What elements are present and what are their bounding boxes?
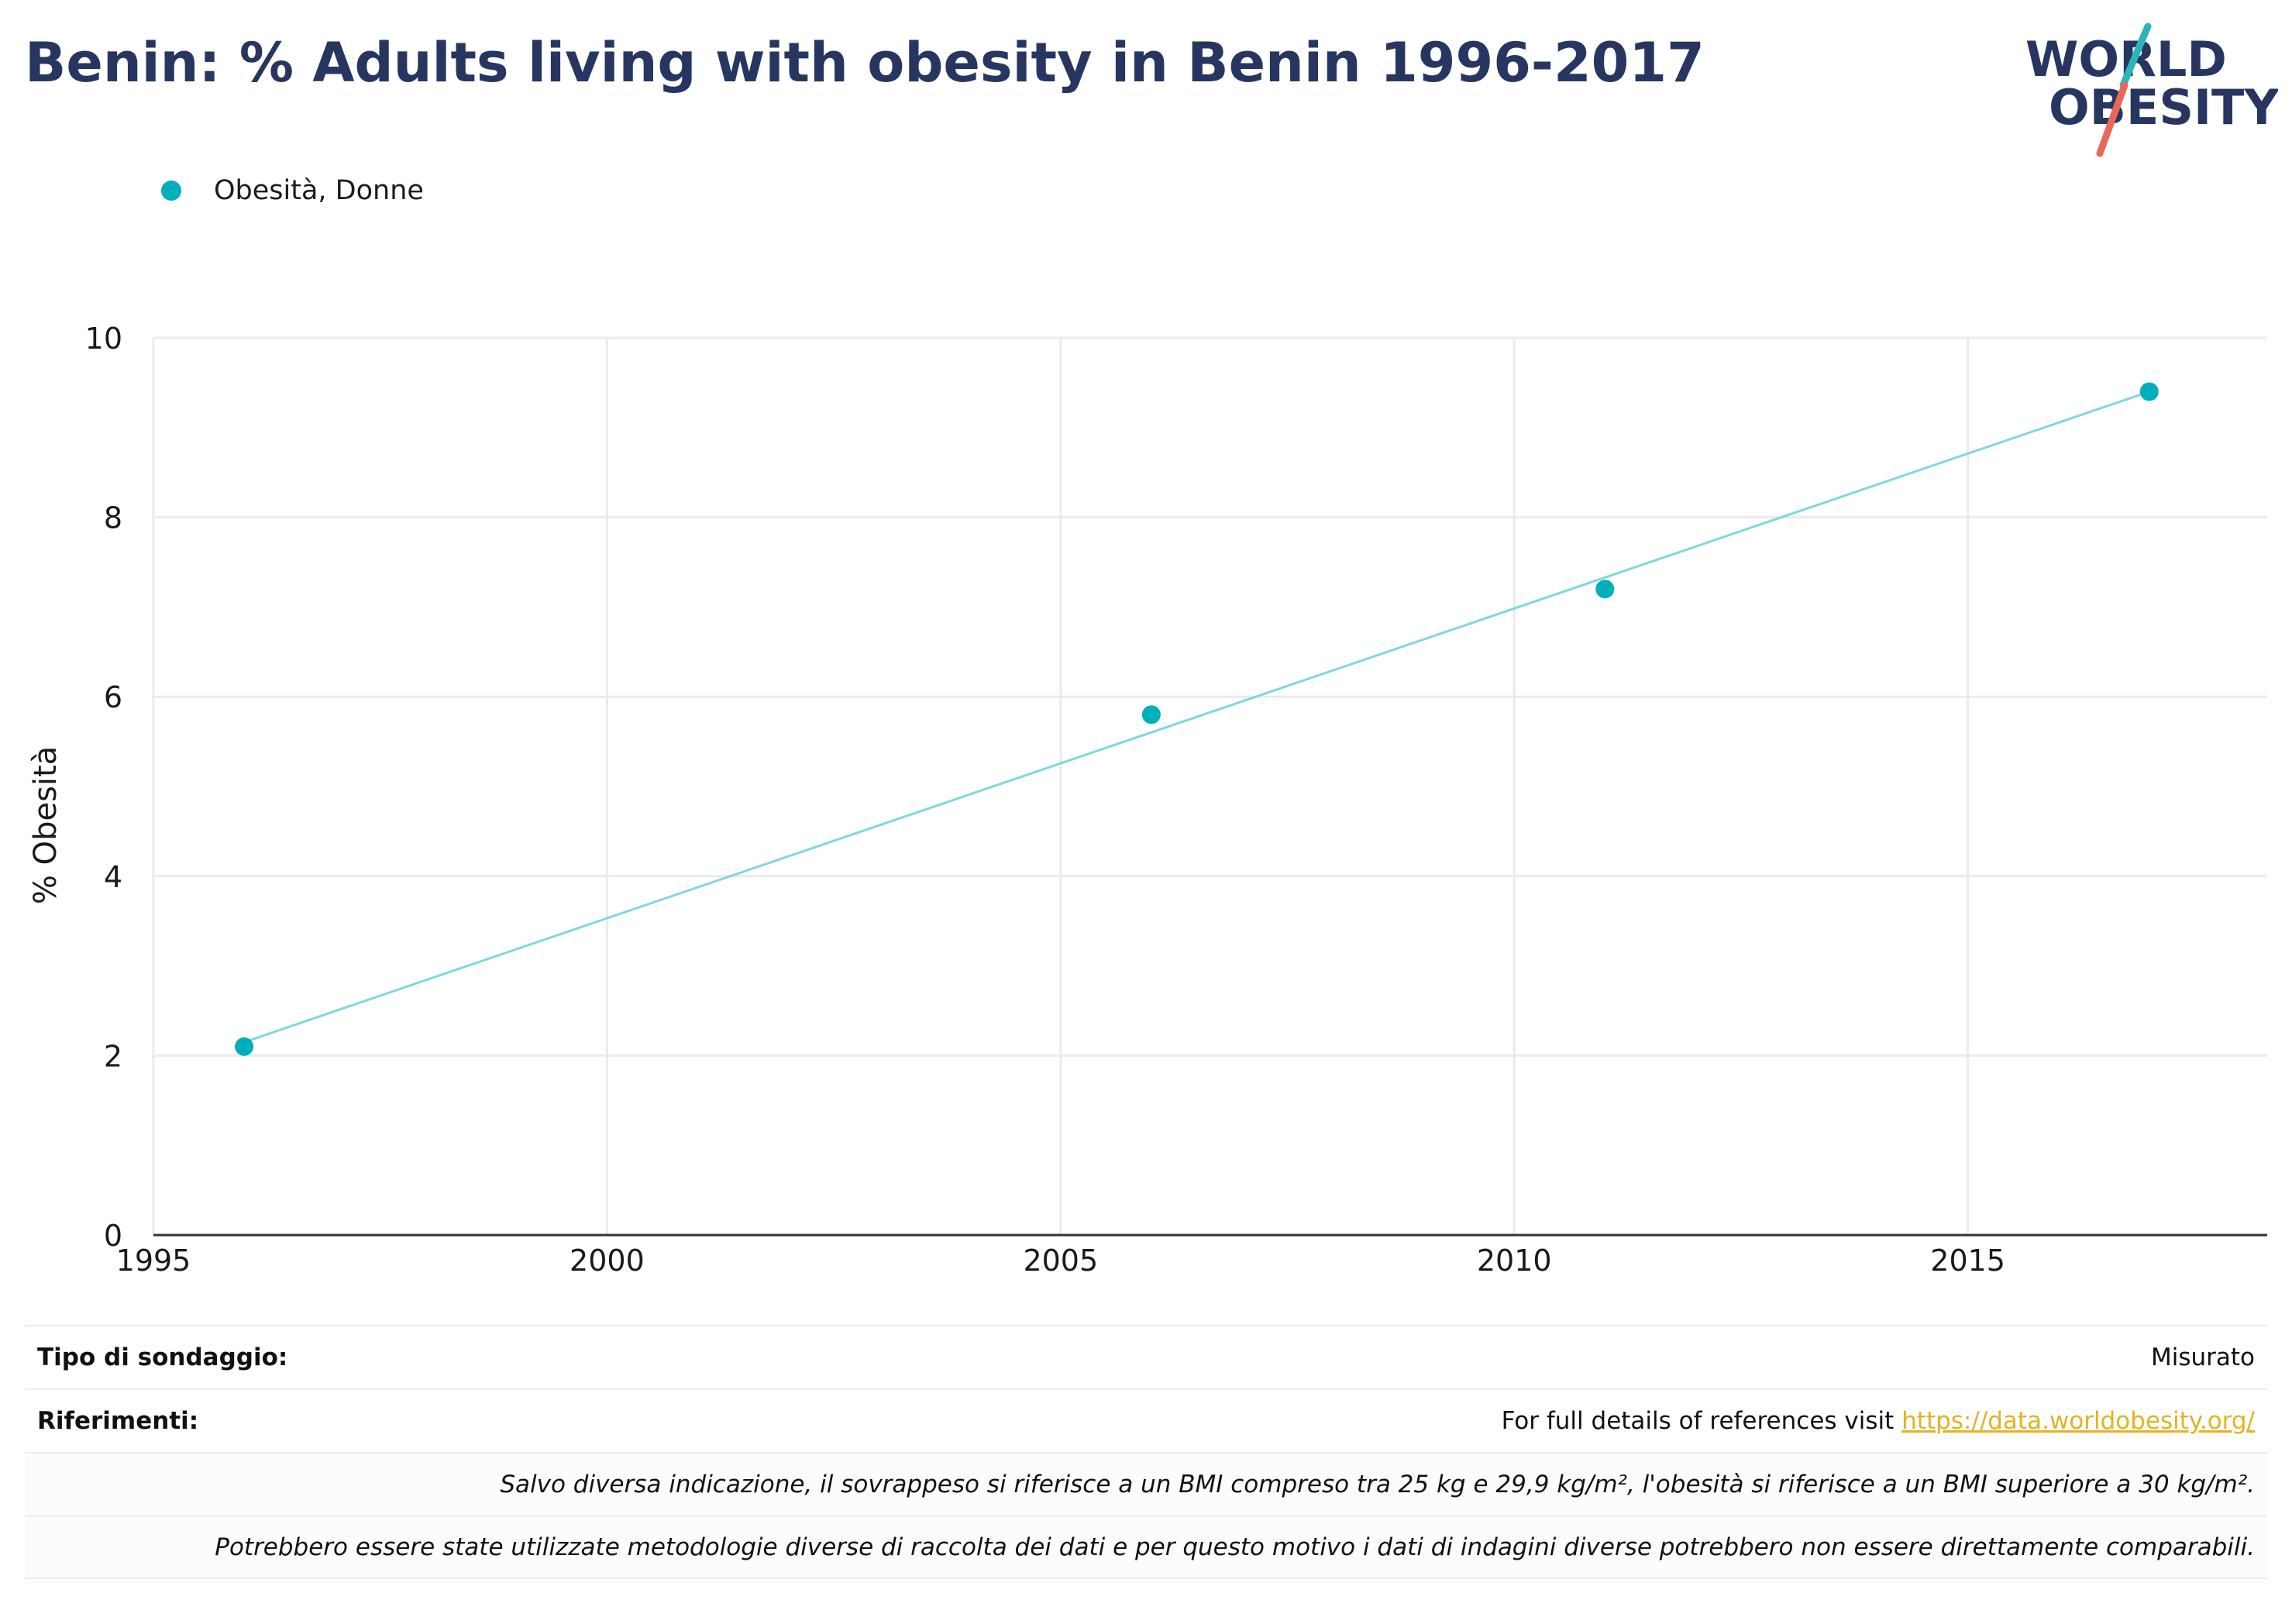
references-text: For full details of references visit [1501, 1407, 1902, 1435]
data-point [1595, 580, 1615, 599]
logo-slash-teal [2119, 22, 2152, 89]
data-point [2139, 382, 2159, 401]
references-link[interactable]: https://data.worldobesity.org/ [1901, 1407, 2255, 1435]
y-tick-label: 6 [104, 680, 122, 714]
x-tick-label: 2015 [1930, 1244, 2005, 1278]
footer-row-references: Riferimenti: For full details of referen… [25, 1388, 2267, 1452]
axes: 0 2 4 6 8 10 1995 2000 2005 2010 2015 [85, 322, 2267, 1278]
chart-plot: 0 2 4 6 8 10 1995 2000 2005 2010 2015 % Obesità [28, 322, 2267, 1278]
y-tick-label: 10 [85, 322, 122, 356]
world-obesity-logo: WORLD OBESITY [2025, 22, 2278, 157]
logo-slash-red [2096, 81, 2129, 157]
legend-marker [161, 181, 181, 201]
trend-line [243, 391, 2150, 1044]
y-axis-title: % Obesità [28, 746, 64, 904]
x-tick-label: 2010 [1477, 1244, 1552, 1278]
data-point [235, 1037, 254, 1056]
survey-type-value: Misurato [2150, 1344, 2255, 1371]
methodology-note: Potrebbero essere state utilizzate metod… [215, 1533, 2255, 1561]
y-tick-label: 2 [104, 1039, 122, 1073]
references-value: For full details of references visit htt… [1502, 1407, 2255, 1435]
data-points [235, 382, 2159, 1056]
y-tick-label: 0 [104, 1219, 122, 1253]
legend: Obesità, Donne [161, 175, 424, 206]
references-label: Riferimenti: [37, 1407, 199, 1435]
y-tick-label: 8 [104, 501, 122, 535]
trendline [243, 391, 2150, 1044]
chart-title: Benin: % Adults living with obesity in B… [25, 31, 1705, 95]
bmi-definition-note: Salvo diversa indicazione, il sovrappeso… [500, 1471, 2255, 1498]
logo-line2: OBESITY [2049, 79, 2278, 136]
x-tick-label: 2000 [570, 1244, 645, 1278]
y-tick-label: 4 [104, 860, 122, 894]
legend-label: Obesità, Donne [214, 175, 424, 206]
footer-row-note1: Salvo diversa indicazione, il sovrappeso… [25, 1452, 2267, 1516]
grid [152, 336, 2267, 1235]
survey-type-label: Tipo di sondaggio: [37, 1344, 288, 1371]
data-point [1141, 705, 1161, 724]
x-tick-label: 2005 [1023, 1244, 1098, 1278]
footer-row-note2: Potrebbero essere state utilizzate metod… [25, 1516, 2267, 1579]
x-tick-label: 1995 [116, 1244, 191, 1278]
footer-table: Tipo di sondaggio: Misurato Riferimenti:… [25, 1325, 2267, 1579]
footer-row-survey: Tipo di sondaggio: Misurato [25, 1325, 2267, 1388]
